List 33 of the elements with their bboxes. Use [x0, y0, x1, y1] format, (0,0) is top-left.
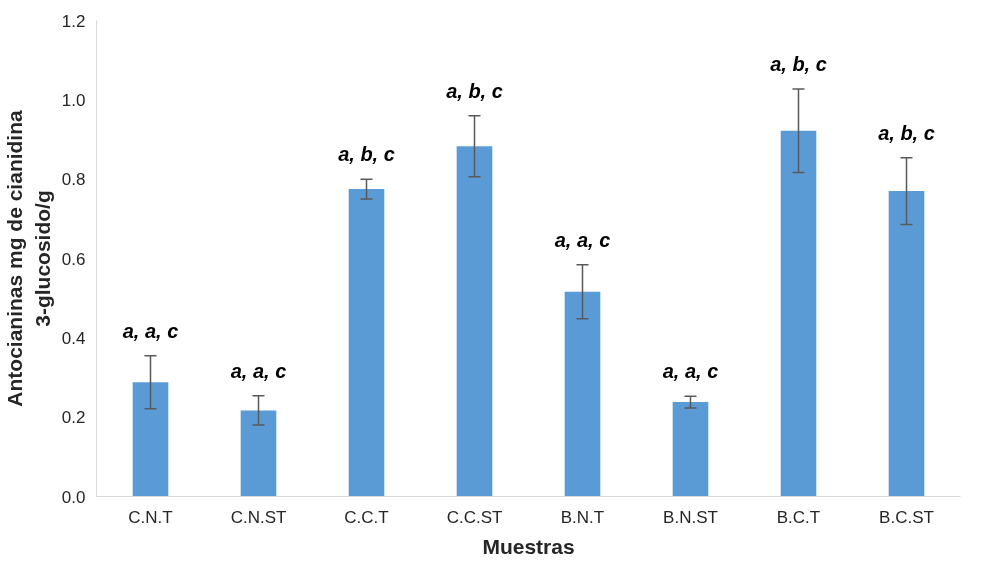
annotation: a, a, c	[122, 319, 179, 342]
annotation: a, b, c	[338, 143, 395, 166]
bar	[240, 410, 277, 497]
y-tick-label: 0.6	[61, 249, 86, 269]
annotation: a, b, c	[770, 53, 827, 76]
y-tick-label: 1.2	[61, 11, 86, 31]
x-tick-label: C.N.ST	[230, 507, 287, 527]
bar	[456, 146, 493, 497]
bar	[348, 189, 385, 497]
bar	[672, 402, 709, 497]
x-tick-label: B.C.T	[776, 507, 821, 527]
y-tick-label: 0.8	[61, 170, 86, 190]
annotation: a, a, c	[662, 360, 719, 383]
annotation: a, b, c	[878, 121, 935, 144]
x-tick-label: B.N.ST	[663, 507, 718, 527]
bar	[780, 130, 817, 497]
annotation: a, a, c	[230, 359, 287, 382]
x-axis-title: Muestras	[482, 534, 575, 558]
x-tick-label: C.C.ST	[446, 507, 503, 527]
x-tick-label: C.N.T	[128, 507, 173, 527]
x-tick-label: B.C.ST	[879, 507, 934, 527]
bar	[888, 191, 925, 497]
bar	[564, 291, 601, 497]
y-tick-label: 1.0	[61, 90, 86, 110]
bar	[132, 382, 169, 497]
annotation: a, a, c	[554, 228, 611, 251]
x-tick-label: B.N.T	[560, 507, 605, 527]
y-tick-label: 0.2	[61, 408, 86, 428]
y-tick-label: 0.0	[61, 487, 86, 507]
y-tick-label: 0.4	[61, 328, 86, 348]
y-axis-title: Antocianinas mg de cianidina 3-glucosido/g	[3, 109, 54, 407]
x-tick-label: C.C.T	[344, 507, 389, 527]
annotation: a, b, c	[446, 79, 503, 102]
